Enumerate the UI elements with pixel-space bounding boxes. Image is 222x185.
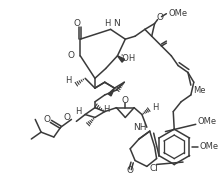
Text: O: O (63, 113, 70, 122)
Polygon shape (108, 88, 115, 96)
Text: N: N (113, 19, 120, 28)
Text: H: H (105, 19, 111, 28)
Text: O: O (122, 96, 129, 105)
Text: OMe: OMe (168, 9, 187, 18)
Text: OMe: OMe (200, 142, 219, 151)
Text: H: H (103, 105, 110, 114)
Polygon shape (117, 56, 125, 62)
Text: Me: Me (193, 85, 205, 95)
Text: H: H (65, 76, 71, 85)
Text: 'OH: 'OH (120, 54, 136, 63)
Text: O: O (127, 166, 134, 175)
Text: NH: NH (133, 123, 147, 132)
Text: H: H (75, 107, 81, 116)
Text: OMe: OMe (198, 117, 217, 126)
Text: O: O (74, 19, 81, 28)
Text: H: H (152, 103, 158, 112)
Text: O: O (67, 51, 74, 60)
Text: O: O (156, 13, 163, 22)
Text: O: O (44, 115, 50, 124)
Text: Cl: Cl (149, 164, 158, 173)
